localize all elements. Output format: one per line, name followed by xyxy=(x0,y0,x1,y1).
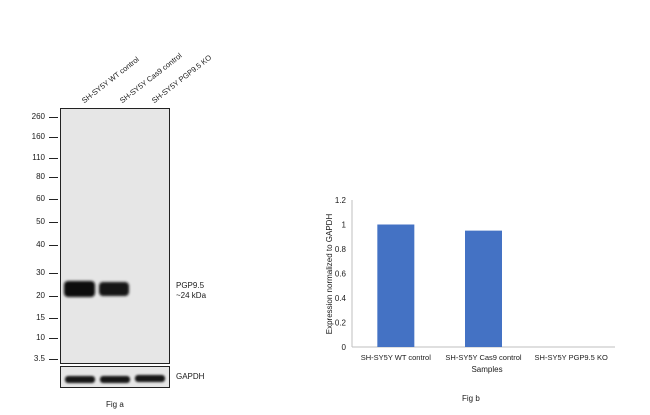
mw-marker-tick xyxy=(49,359,58,360)
mw-marker-label: 40 xyxy=(36,240,45,249)
y-tick-label: 1.2 xyxy=(335,196,347,205)
target-size-label: ~24 kDa xyxy=(176,291,207,300)
y-tick-label: 0.6 xyxy=(335,270,347,279)
mw-marker-label: 3.5 xyxy=(33,354,45,363)
mw-marker-label: 10 xyxy=(36,333,45,342)
bar-0 xyxy=(377,224,415,347)
mw-marker-label: 50 xyxy=(36,217,45,226)
x-category-label: SH-SY5Y WT control xyxy=(361,353,431,362)
target-label: PGP9.5 xyxy=(176,281,205,290)
band-pgp95-wt xyxy=(64,281,95,297)
mw-marker-tick xyxy=(49,318,58,319)
fig-b-caption: Fig b xyxy=(462,394,480,403)
mw-marker-tick xyxy=(49,158,58,159)
band-pgp95-cas9 xyxy=(99,282,129,296)
mw-marker-label: 160 xyxy=(31,132,45,141)
band-gapdh-cas9 xyxy=(100,376,130,383)
mw-marker-label: 60 xyxy=(36,194,45,203)
y-tick-label: 0.8 xyxy=(335,245,347,254)
mw-marker-label: 30 xyxy=(36,268,45,277)
mw-marker-label: 15 xyxy=(36,313,45,322)
bar-1 xyxy=(465,230,502,347)
mw-marker-tick xyxy=(49,273,58,274)
y-tick-label: 0.4 xyxy=(335,294,347,303)
mw-marker-label: 110 xyxy=(32,153,45,162)
mw-marker-label: 80 xyxy=(36,172,45,181)
mw-marker-tick xyxy=(49,177,58,178)
x-axis-title: Samples xyxy=(471,365,502,374)
band-gapdh-wt xyxy=(65,376,95,383)
mw-marker-tick xyxy=(49,222,58,223)
mw-marker-tick xyxy=(49,296,58,297)
y-tick-label: 0 xyxy=(342,343,347,352)
mw-marker-tick xyxy=(49,338,58,339)
mw-marker-tick xyxy=(49,199,58,200)
y-tick-label: 1 xyxy=(342,221,347,230)
blot-panel xyxy=(60,108,170,364)
mw-marker-tick xyxy=(49,117,58,118)
band-gapdh-ko xyxy=(135,375,165,382)
mw-marker-tick xyxy=(49,137,58,138)
x-category-label: SH-SY5Y Cas9 control xyxy=(445,353,521,362)
fig-a-caption: Fig a xyxy=(106,400,124,409)
x-category-label: SH-SY5Y PGP9.5 KO xyxy=(535,353,608,362)
y-tick-label: 0.2 xyxy=(335,319,347,328)
mw-marker-tick xyxy=(49,245,58,246)
mw-marker-label: 260 xyxy=(31,112,45,121)
gapdh-label: GAPDH xyxy=(176,372,205,381)
y-axis-title: Expression normalized to GAPDH xyxy=(325,214,334,335)
mw-marker-label: 20 xyxy=(36,291,45,300)
gapdh-panel xyxy=(60,366,170,388)
